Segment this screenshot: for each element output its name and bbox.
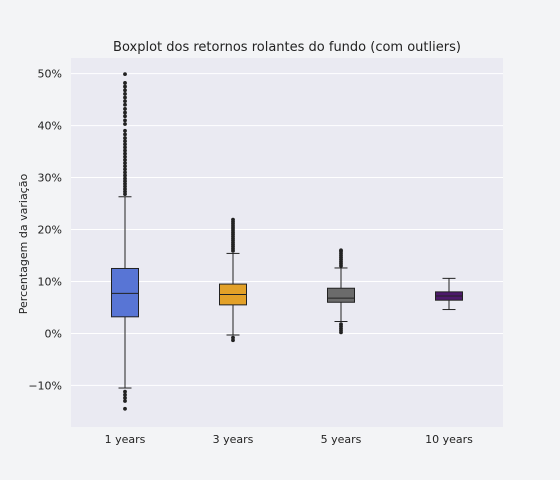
outlier-point [123, 192, 127, 197]
outlier-point [123, 176, 127, 181]
outlier-point [123, 395, 127, 400]
outlier-point [339, 248, 343, 253]
outlier-point [123, 164, 127, 169]
y-tick-label: 20% [38, 224, 62, 237]
y-tick-label: 30% [38, 172, 62, 185]
y-axis-label: Percentagem da variação [17, 174, 30, 315]
outlier-point [123, 91, 127, 96]
outlier-point [231, 217, 235, 222]
outlier-point [123, 157, 127, 162]
outlier-point [123, 139, 127, 144]
outlier-point [123, 142, 127, 147]
outlier-point [123, 399, 127, 403]
outlier-point [123, 72, 127, 77]
outlier-point [123, 81, 127, 85]
outlier-point [339, 330, 343, 335]
x-tick-label: 3 years [213, 433, 254, 446]
outlier-point [123, 173, 127, 178]
outlier-point [123, 389, 127, 394]
x-tick-label: 10 years [425, 433, 473, 446]
outlier-point [123, 184, 127, 189]
outlier-point [123, 95, 127, 100]
outlier-point [123, 88, 127, 93]
plot-area [71, 58, 503, 427]
y-tick-label: 40% [38, 120, 62, 133]
outlier-point [123, 187, 127, 191]
y-tick-label: 10% [38, 275, 62, 288]
grid-lines [71, 73, 503, 386]
y-tick-label: 50% [38, 68, 62, 81]
outlier-point [123, 406, 127, 411]
outlier-point [123, 189, 127, 194]
outlier-point [123, 114, 127, 119]
outlier-point [123, 179, 127, 184]
box [327, 287, 355, 303]
outlier-point [123, 151, 127, 156]
x-tick-label: 1 years [105, 433, 146, 446]
y-axis-ticks: −10% 0% 10% 20% 30% 40% 50% [28, 68, 62, 393]
outlier-point [123, 154, 127, 159]
box [111, 267, 139, 318]
box-group [327, 248, 355, 335]
chart-title: Boxplot dos retornos rolantes do fundo (… [113, 40, 461, 55]
outlier-point [123, 107, 127, 111]
outlier-point [123, 110, 127, 115]
outlier-point [123, 136, 127, 140]
outlier-point [231, 338, 235, 343]
outlier-point [123, 99, 127, 104]
outlier-point [123, 167, 127, 172]
outlier-point [123, 145, 127, 150]
outlier-point [123, 132, 127, 137]
y-tick-label: 0% [45, 327, 62, 340]
outlier-point [123, 102, 127, 107]
outlier-point [123, 122, 127, 126]
outlier-point [123, 392, 127, 397]
outlier-point [123, 118, 127, 123]
outlier-point [123, 128, 127, 133]
outlier-point [231, 335, 235, 340]
box-series [111, 72, 463, 411]
outlier-point [123, 84, 127, 89]
y-tick-label: −10% [28, 379, 62, 392]
box-group [111, 72, 139, 411]
outlier-point [123, 170, 127, 175]
x-axis-ticks: 1 years 3 years 5 years 10 years [105, 433, 474, 446]
outlier-point [123, 181, 127, 186]
box-group [219, 217, 247, 343]
x-tick-label: 5 years [321, 433, 362, 446]
outlier-point [123, 148, 127, 153]
box-group [435, 277, 463, 311]
outlier-point [123, 161, 127, 165]
